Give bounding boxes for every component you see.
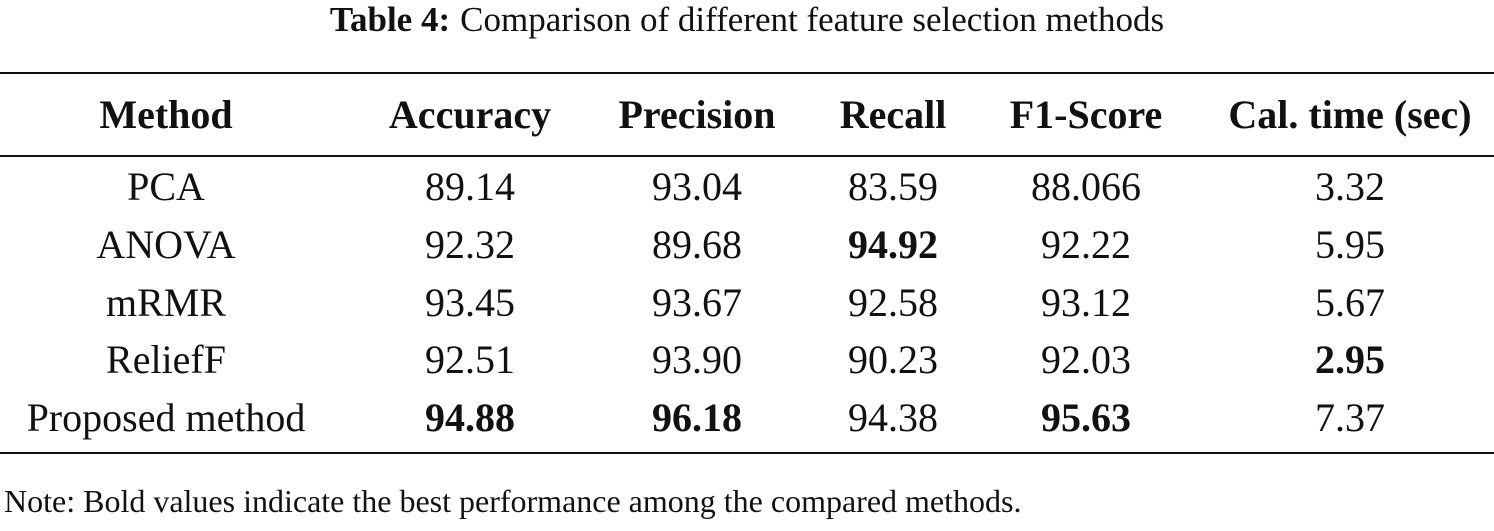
table-cell: 94.92 <box>848 221 938 267</box>
table-cell: 7.37 <box>1315 395 1385 441</box>
table-cell: 93.12 <box>1041 279 1131 325</box>
table-cell: 92.58 <box>848 279 938 325</box>
table-note: Note: Bold values indicate the best perf… <box>4 483 1022 519</box>
table-cell: 95.63 <box>1041 395 1131 441</box>
table-cell: ReliefF <box>106 337 226 383</box>
table-cell: 89.68 <box>652 221 742 267</box>
table-cell: 94.38 <box>848 395 938 441</box>
caption-label: Table 4: <box>329 0 451 39</box>
bottom-rule <box>0 452 1494 454</box>
table-cell: 93.45 <box>425 279 515 325</box>
header-cell: Precision <box>618 92 776 137</box>
table-cell: 5.95 <box>1315 221 1385 267</box>
header-cell: Method <box>99 92 233 137</box>
header-cell: F1-Score <box>1009 92 1163 137</box>
table-cell: 90.23 <box>848 337 938 383</box>
table-cell: 92.51 <box>425 337 515 383</box>
table-cell: 96.18 <box>652 395 742 441</box>
table-cell: 89.14 <box>425 164 515 209</box>
table-cell: ANOVA <box>96 221 236 267</box>
table-cell: 92.03 <box>1041 337 1131 383</box>
table-cell: 92.22 <box>1041 221 1131 267</box>
caption-text: Comparison of different feature selectio… <box>460 0 1165 39</box>
header-cell: Accuracy <box>388 92 552 137</box>
table-caption: Table 4: Comparison of different feature … <box>0 0 1494 40</box>
table-cell: 92.32 <box>425 221 515 267</box>
header-rule <box>0 155 1494 157</box>
table-cell: 2.95 <box>1315 337 1385 383</box>
table-cell: 93.67 <box>652 279 742 325</box>
table-cell: 93.90 <box>652 337 742 383</box>
table-cell: PCA <box>127 164 205 209</box>
table-cell: mRMR <box>105 279 227 325</box>
table-cell: 88.066 <box>1031 164 1141 209</box>
table-cell: 83.59 <box>848 164 938 209</box>
table-cell: Proposed method <box>26 395 306 441</box>
header-cell: Recall <box>839 92 947 137</box>
header-cell: Cal. time (sec) <box>1228 92 1472 137</box>
table-cell: 93.04 <box>652 164 742 209</box>
top-rule <box>0 72 1494 74</box>
table-cell: 3.32 <box>1315 164 1385 209</box>
table-cell: 94.88 <box>425 395 515 441</box>
table-cell: 5.67 <box>1315 279 1385 325</box>
